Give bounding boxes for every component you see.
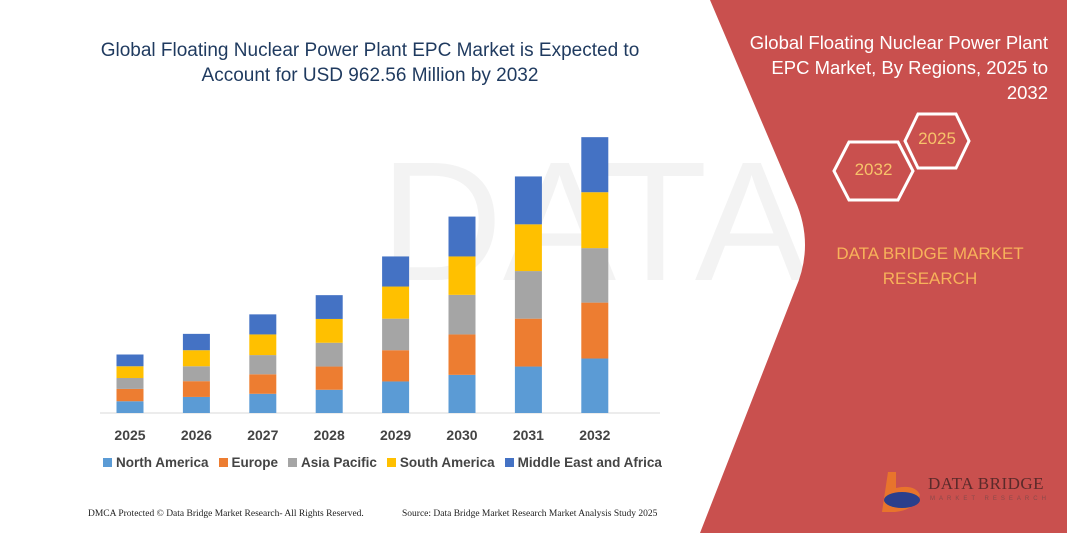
legend-item: South America bbox=[386, 455, 495, 470]
x-tick-label: 2028 bbox=[314, 427, 345, 443]
x-tick-label: 2031 bbox=[513, 427, 544, 443]
legend-swatch bbox=[103, 458, 112, 467]
bar-segment-2025-0 bbox=[116, 401, 144, 413]
x-tick-label: 2030 bbox=[446, 427, 477, 443]
bar-segment-2031-4 bbox=[514, 176, 542, 225]
hex-label-2032: 2032 bbox=[854, 160, 893, 179]
bar-segment-2029-1 bbox=[382, 350, 410, 382]
x-tick-label: 2032 bbox=[579, 427, 610, 443]
bar-segment-2027-2 bbox=[249, 355, 277, 375]
x-tick-label: 2029 bbox=[380, 427, 411, 443]
bar-segment-2025-2 bbox=[116, 378, 144, 389]
bar-segment-2026-0 bbox=[182, 396, 210, 413]
bar-segment-2029-4 bbox=[382, 256, 410, 287]
bar-segment-2032-1 bbox=[581, 302, 609, 359]
bar-segment-2026-4 bbox=[182, 333, 210, 351]
brand-text: DATA BRIDGE MARKET RESEARCH bbox=[836, 244, 1024, 288]
footer-copyright: DMCA Protected © Data Bridge Market Rese… bbox=[88, 509, 364, 519]
bar-segment-2025-3 bbox=[116, 366, 144, 379]
bar-segment-2027-0 bbox=[249, 393, 277, 413]
bar-segment-2031-3 bbox=[514, 224, 542, 272]
logo-text: DATA BRIDGE bbox=[928, 474, 1045, 493]
x-tick-label: 2027 bbox=[247, 427, 278, 443]
bar-segment-2030-1 bbox=[448, 334, 476, 375]
bar-segment-2027-1 bbox=[249, 374, 277, 394]
bar-segment-2030-4 bbox=[448, 216, 476, 257]
bar-segment-2029-3 bbox=[382, 286, 410, 319]
legend-label: Europe bbox=[231, 455, 279, 470]
bar-segment-2030-3 bbox=[448, 256, 476, 295]
bar-segment-2031-1 bbox=[514, 318, 542, 367]
hex-label-2025: 2025 bbox=[918, 129, 956, 148]
legend-label: South America bbox=[399, 455, 495, 470]
logo-subtext: MARKET RESEARCH bbox=[930, 496, 1050, 502]
legend-swatch bbox=[218, 458, 228, 467]
bar-segment-2028-3 bbox=[315, 318, 343, 343]
bar-segment-2029-0 bbox=[382, 381, 410, 413]
bar-segment-2032-2 bbox=[581, 248, 609, 303]
bar-segment-2031-0 bbox=[514, 366, 542, 413]
legend-item: North America bbox=[103, 455, 209, 470]
hexagon-2032 bbox=[832, 140, 915, 202]
bar-segment-2028-1 bbox=[315, 366, 343, 390]
bar-segment-2032-3 bbox=[581, 192, 609, 249]
legend-item: Middle East and Africa bbox=[504, 455, 662, 470]
bar-segment-2030-0 bbox=[448, 374, 476, 413]
bar-segment-2030-2 bbox=[448, 294, 476, 335]
legend-swatch bbox=[288, 458, 298, 467]
bar-segment-2031-2 bbox=[514, 271, 542, 319]
footer-source: Source: Data Bridge Market Research Mark… bbox=[402, 509, 658, 519]
legend-label: Asia Pacific bbox=[301, 455, 377, 470]
bar-segment-2026-3 bbox=[182, 350, 210, 367]
bar-segment-2026-1 bbox=[182, 381, 210, 397]
legend-item: Europe bbox=[218, 455, 279, 470]
bar-segment-2027-3 bbox=[249, 334, 277, 356]
bar-segment-2028-2 bbox=[315, 342, 343, 367]
legend-swatch bbox=[386, 458, 396, 467]
bar-segment-2028-4 bbox=[315, 295, 343, 319]
chart-title: Global Floating Nuclear Power Plant EPC … bbox=[100, 40, 640, 86]
bar-segment-2032-4 bbox=[581, 137, 609, 193]
legend-label: North America bbox=[116, 455, 209, 470]
hexagon-2025 bbox=[903, 112, 971, 170]
bar-segment-2026-2 bbox=[182, 366, 210, 382]
side-panel bbox=[700, 0, 1067, 533]
legend-swatch bbox=[504, 458, 514, 467]
bar-segment-2028-0 bbox=[315, 389, 343, 413]
legend: North America Europe Asia Pacific South … bbox=[103, 455, 662, 470]
x-tick-label: 2025 bbox=[114, 427, 145, 443]
bar-segment-2025-4 bbox=[116, 354, 144, 367]
bar-segment-2027-4 bbox=[249, 314, 277, 335]
stacked-bar-chart: 2025 2026 2027 2028 2029 2030 2031 2032 bbox=[100, 137, 660, 443]
bar-segment-2025-1 bbox=[116, 388, 144, 402]
bar-segment-2032-0 bbox=[581, 358, 609, 413]
bar-segment-2029-2 bbox=[382, 318, 410, 351]
side-panel-title: Global Floating Nuclear Power Plant EPC … bbox=[749, 32, 1048, 103]
x-tick-label: 2026 bbox=[181, 427, 212, 443]
legend-item: Asia Pacific bbox=[288, 455, 377, 470]
legend-label: Middle East and Africa bbox=[517, 455, 662, 470]
logo-icon bbox=[882, 472, 920, 512]
